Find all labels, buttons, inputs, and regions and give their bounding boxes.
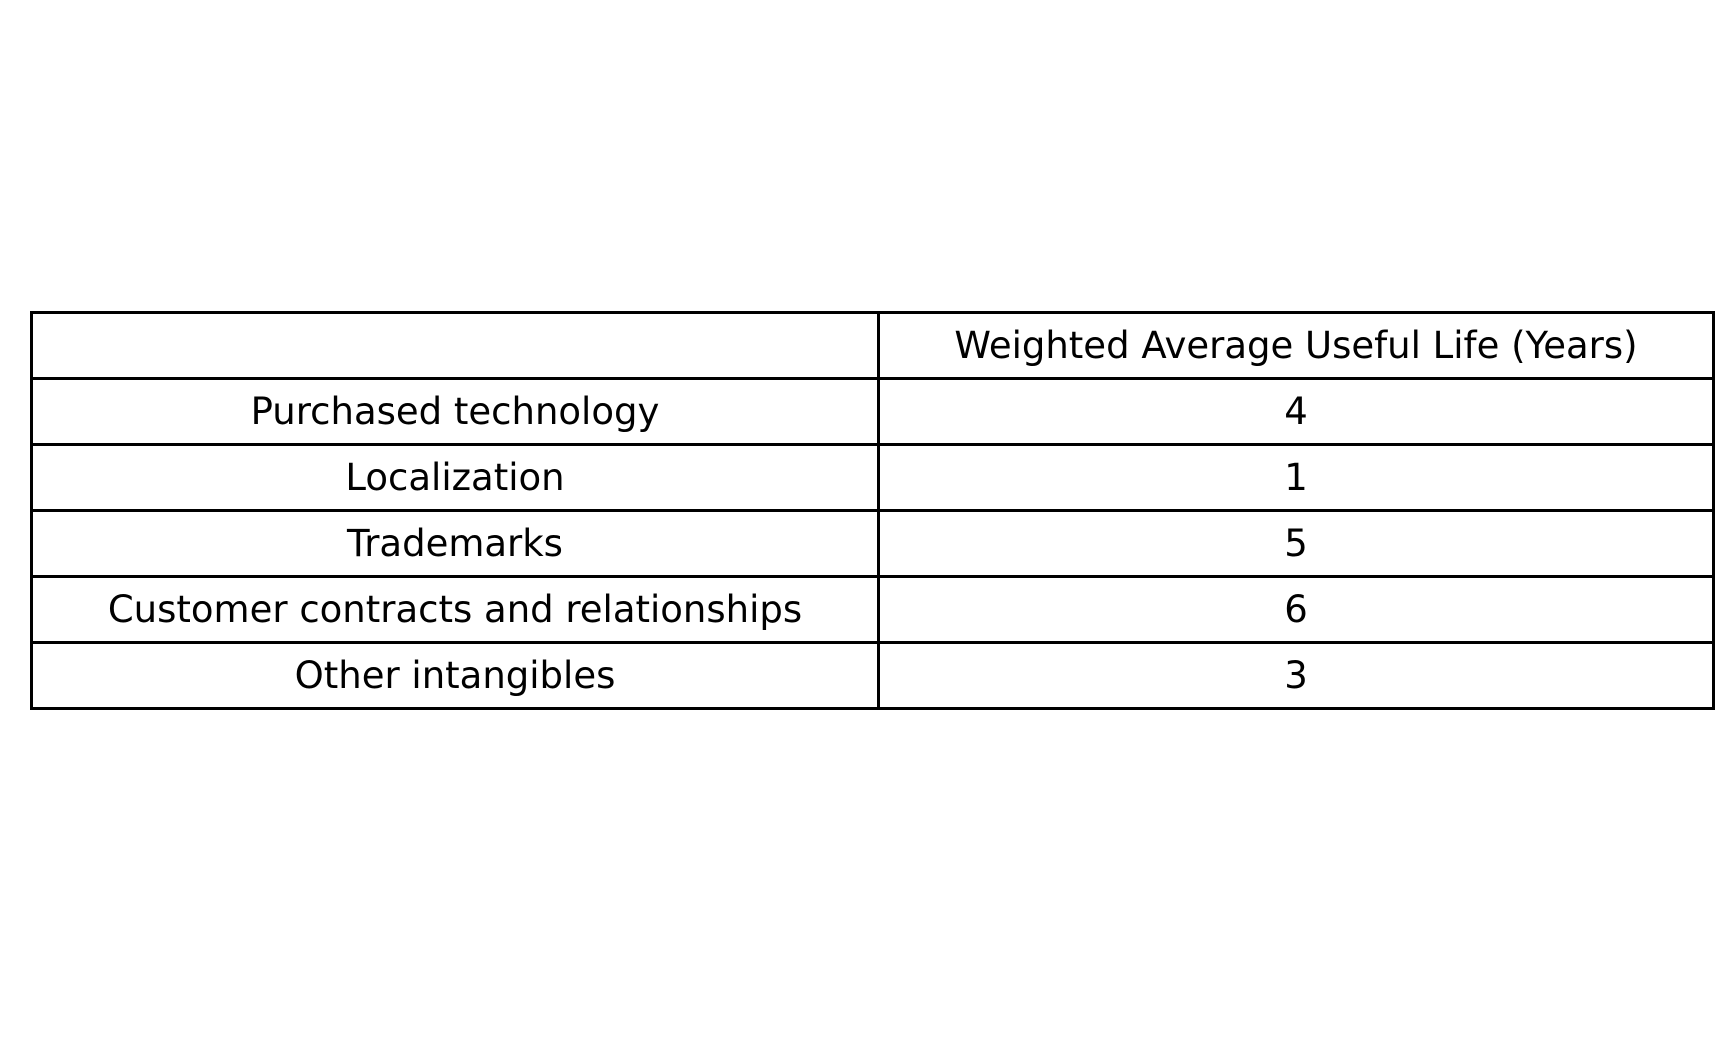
header-cell-useful-life: Weighted Average Useful Life (Years) xyxy=(877,311,1715,380)
table-row: Customer contracts and relationships 6 xyxy=(30,575,1715,644)
table-row: Other intangibles 3 xyxy=(30,641,1715,710)
header-row: Weighted Average Useful Life (Years) xyxy=(30,311,1715,380)
useful-life-table: Weighted Average Useful Life (Years) Pur… xyxy=(30,311,1715,710)
row-value: 6 xyxy=(877,575,1715,644)
row-value: 3 xyxy=(877,641,1715,710)
table-row: Trademarks 5 xyxy=(30,509,1715,578)
row-label: Purchased technology xyxy=(30,377,880,446)
row-value: 4 xyxy=(877,377,1715,446)
row-label: Customer contracts and relationships xyxy=(30,575,880,644)
row-label: Trademarks xyxy=(30,509,880,578)
row-label: Localization xyxy=(30,443,880,512)
table-row: Localization 1 xyxy=(30,443,1715,512)
row-value: 5 xyxy=(877,509,1715,578)
table-row: Purchased technology 4 xyxy=(30,377,1715,446)
header-cell-label xyxy=(30,311,880,380)
row-label: Other intangibles xyxy=(30,641,880,710)
row-value: 1 xyxy=(877,443,1715,512)
